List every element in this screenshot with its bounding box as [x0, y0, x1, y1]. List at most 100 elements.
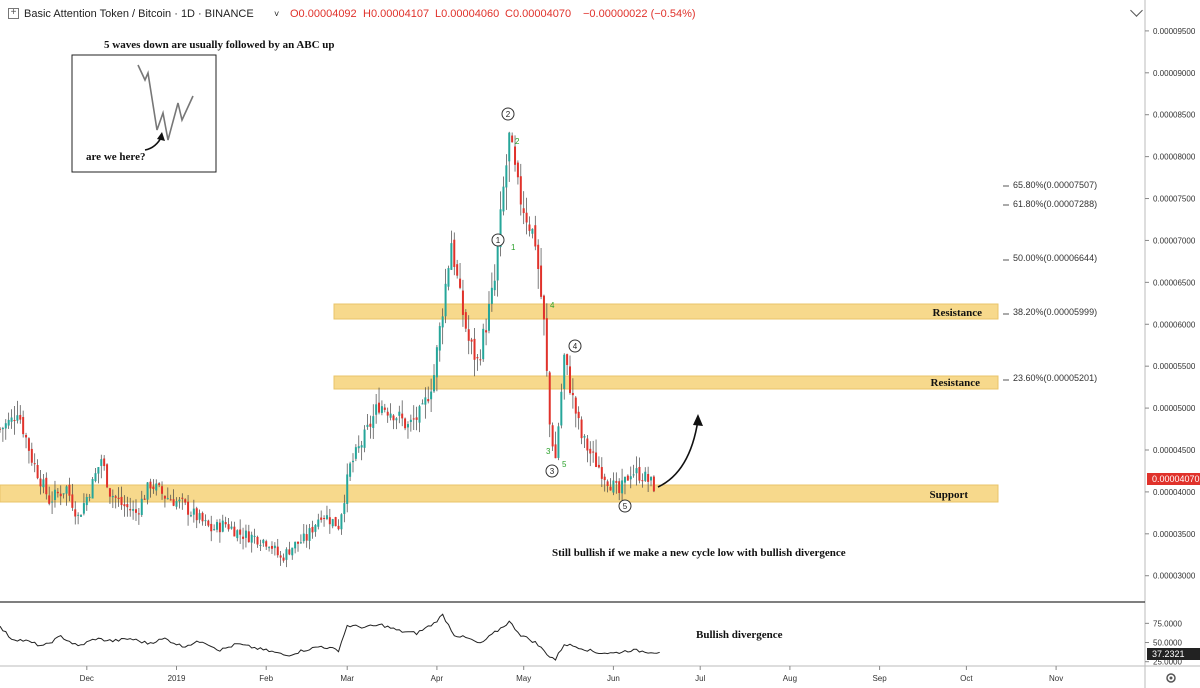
resistance-zone-upper: [333, 303, 999, 320]
candle-body: [45, 477, 48, 495]
open-value: O0.00004092: [290, 8, 357, 20]
candle-body: [53, 489, 56, 500]
candle-body: [48, 495, 51, 504]
candle-body: [447, 268, 450, 287]
candle-body: [334, 517, 337, 527]
candle-body: [132, 509, 135, 511]
zones-layer: Resistance Resistance Support: [0, 303, 999, 503]
candle-body: [178, 499, 181, 502]
candle-body: [453, 239, 456, 267]
candle-body: [595, 452, 598, 467]
candle-body: [357, 446, 360, 449]
candle-body: [354, 447, 357, 459]
candle-body: [542, 295, 545, 320]
fib-label-658: 65.80%(0.00007507): [1013, 180, 1097, 190]
candle-body: [482, 328, 485, 360]
candle-body: [456, 264, 459, 276]
indicator-tick-label: 25.0000: [1153, 658, 1182, 667]
candle-body: [392, 415, 395, 421]
candle-body: [380, 406, 383, 413]
time-tick-label: Sep: [872, 674, 887, 683]
candle-body: [650, 477, 653, 481]
candle-body: [629, 476, 632, 480]
candle-body: [19, 414, 22, 420]
resistance-label-upper: Resistance: [933, 307, 983, 319]
candle-body: [282, 557, 285, 561]
candle-body: [285, 549, 288, 560]
candle-body: [299, 542, 302, 544]
time-tick-label: Jul: [695, 674, 705, 683]
time-tick-label: 2019: [168, 674, 186, 683]
price-tick-label: 0.00006500: [1153, 278, 1196, 287]
price-axis[interactable]: 0.00009500 0.00009000 0.00008500 0.00008000…: [1145, 27, 1196, 581]
add-symbol-icon[interactable]: +: [8, 8, 19, 19]
price-tick-label: 0.00007500: [1153, 195, 1196, 204]
candle-body: [129, 509, 132, 511]
wave-circle-label-5: 5: [623, 502, 628, 511]
candle-body: [279, 555, 282, 558]
wave-label-1: 1: [511, 243, 516, 252]
candle-body: [149, 481, 152, 489]
candle-body: [311, 526, 314, 533]
chevron-down-icon[interactable]: ˅: [274, 9, 280, 19]
candle-body: [189, 515, 192, 517]
candle-body: [4, 423, 7, 429]
price-tick-label: 0.00004500: [1153, 446, 1196, 455]
price-tick-label: 0.00008000: [1153, 153, 1196, 162]
candle-body: [221, 520, 224, 532]
candle-body: [192, 508, 195, 515]
candle-body: [82, 503, 85, 514]
indicator-line: [0, 613, 660, 661]
indicator-axis[interactable]: 75.0000 50.0000 25.0000: [1145, 619, 1182, 667]
candles-layer: [0, 131, 655, 568]
candle-body: [163, 495, 166, 499]
candle-body: [224, 522, 227, 525]
candle-body: [123, 504, 126, 507]
candle-body: [540, 265, 543, 297]
chart-header: + Basic Attention Token / Bitcoin · 1D ·…: [0, 0, 1145, 26]
candle-body: [502, 186, 505, 212]
wave-circle-5: [618, 499, 632, 513]
candle-body: [253, 535, 256, 537]
candle-body: [187, 501, 190, 515]
indicator-value-tag: [1147, 648, 1200, 660]
support-label: Support: [929, 489, 968, 501]
candle-body: [242, 536, 245, 539]
candle-body: [0, 428, 1, 430]
candle-body: [325, 515, 328, 520]
inset-wave-sketch: [137, 64, 194, 141]
candle-body: [583, 436, 586, 438]
candle-body: [13, 420, 16, 422]
candle-body: [25, 435, 28, 438]
price-tick-label: 0.00006000: [1153, 320, 1196, 329]
candle-body: [398, 411, 401, 416]
candle-body: [612, 480, 615, 493]
wave-label-4: 4: [550, 301, 555, 310]
candle-body: [525, 212, 528, 223]
symbol-title[interactable]: Basic Attention Token / Bitcoin · 1D · B…: [24, 8, 254, 20]
gear-icon[interactable]: [1166, 673, 1176, 683]
candle-body: [1, 427, 4, 430]
indicator-value-label: 37.2321: [1152, 649, 1185, 659]
candle-body: [450, 243, 453, 270]
candle-body: [508, 132, 511, 162]
price-tick-label: 0.00003000: [1153, 572, 1196, 581]
candle-body: [256, 536, 259, 545]
candle-body: [218, 522, 221, 533]
candle-body: [317, 519, 320, 527]
candle-body: [297, 541, 300, 544]
candle-body: [166, 498, 169, 500]
candle-body: [389, 413, 392, 418]
time-axis[interactable]: Dec 2019 Feb Mar Apr May Jun Jul Aug Sep Oct Nov: [80, 666, 1064, 683]
candle-body: [404, 418, 407, 429]
candle-body: [415, 417, 418, 420]
candle-body: [204, 520, 207, 522]
candle-body: [80, 515, 83, 517]
candle-body: [273, 545, 276, 549]
candle-body: [268, 547, 271, 549]
candle-body: [16, 415, 19, 421]
candle-body: [259, 544, 262, 546]
candle-body: [331, 519, 334, 527]
candle-body: [36, 465, 39, 479]
